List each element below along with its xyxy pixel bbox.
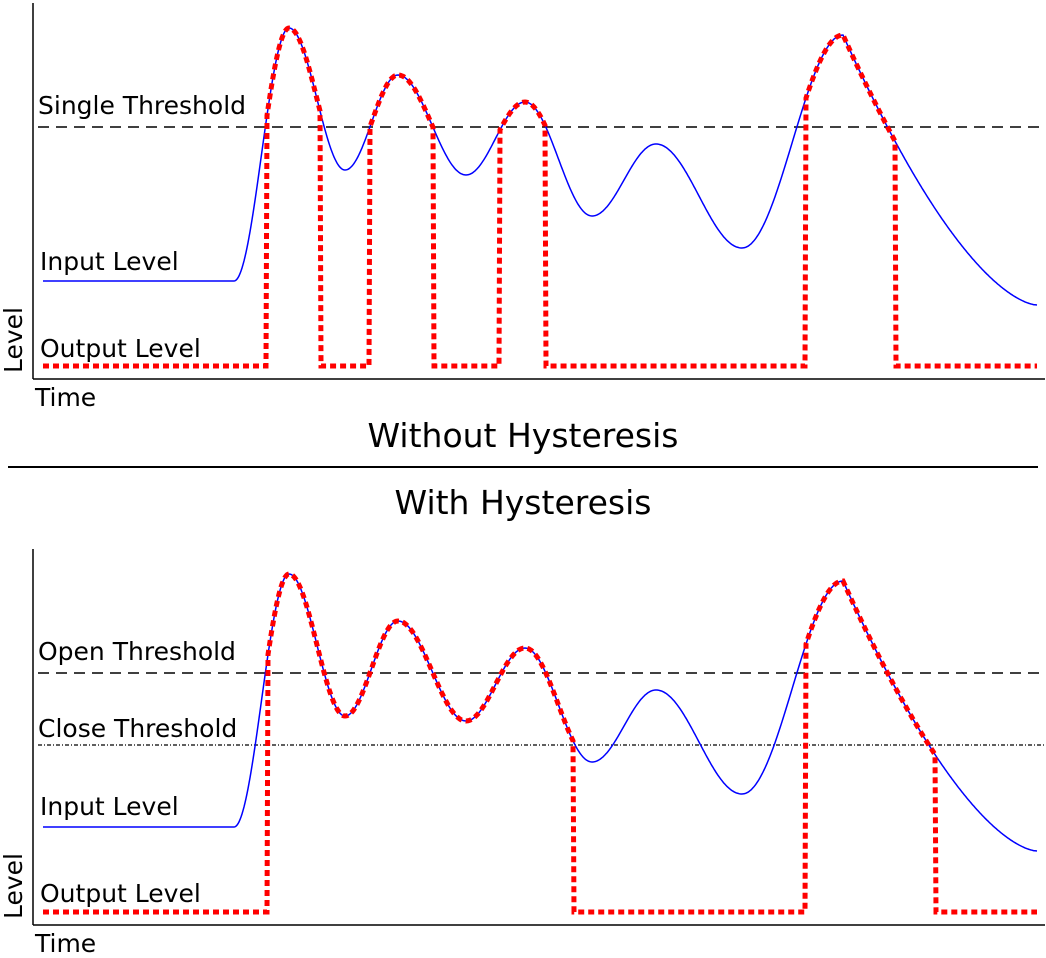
top-caption: Without Hysteresis [368,416,679,455]
top-threshold-label: Single Threshold [38,91,246,120]
bottom-input-level-curve [43,573,1038,852]
bottom-input-label: Input Level [40,792,179,821]
close-threshold-label: Close Threshold [38,714,237,743]
bottom-output-label: Output Level [40,879,201,908]
bottom-y-axis-label: Level [0,853,28,919]
bottom-panel: With Hysteresis Open Threshold Close Thr… [0,483,1045,958]
top-x-axis-label: Time [34,383,96,412]
bottom-x-axis-label: Time [34,929,96,953]
top-input-level-curve [43,27,1038,306]
top-output-level-curve [43,25,1037,369]
bottom-caption: With Hysteresis [395,483,652,522]
top-input-label: Input Level [40,247,179,276]
top-output-label: Output Level [40,334,201,363]
top-panel: Single Threshold Input Level Output Leve… [0,3,1045,455]
bottom-output-level-curve [43,571,1037,915]
top-y-axis-label: Level [0,307,28,373]
open-threshold-label: Open Threshold [38,637,236,666]
